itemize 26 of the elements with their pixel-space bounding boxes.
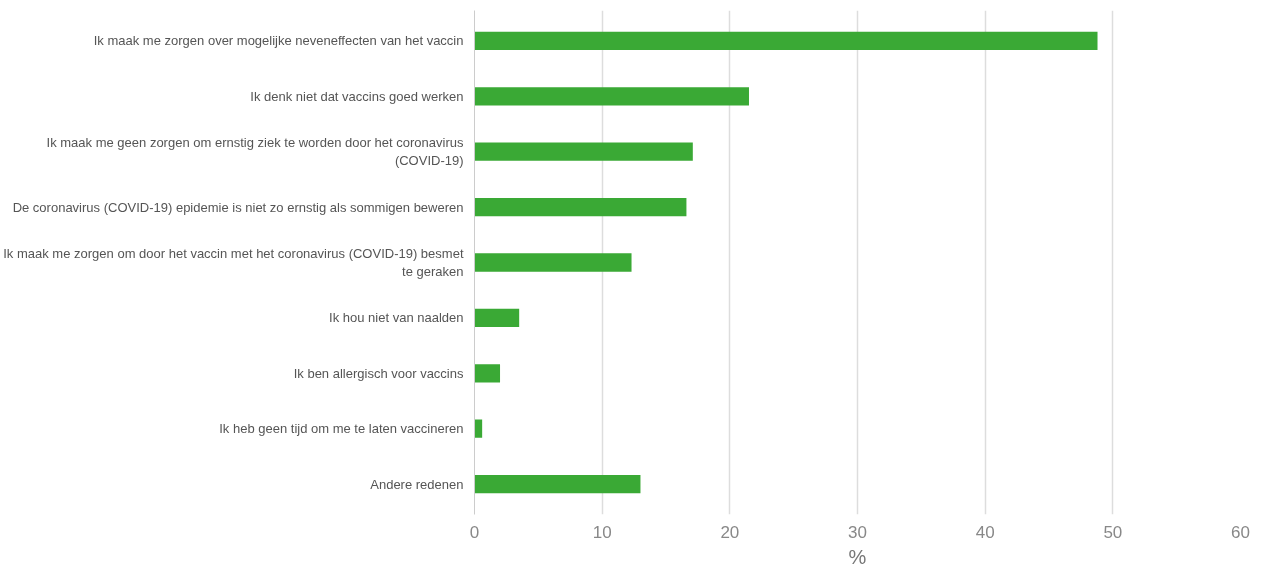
y-tick-label: Ik maak me zorgen over mogelijke neveneffecten van het vaccin [93,33,464,49]
bar [474,197,687,217]
bar [474,308,520,328]
x-tick-label: 30 [848,522,867,542]
bar [474,474,641,494]
y-tick-label: De coronavirus (COVID-19) epidemie is niet zo ernstig als sommigen beweren [12,199,464,215]
bar [474,419,483,438]
y-tick-label: Ik heb geen tijd om me te laten vaccineren [219,421,464,437]
bar [474,87,749,106]
x-tick-label: 40 [975,522,995,542]
y-tick-label: Ik hou niet van naalden [329,310,464,326]
y-tick-label: Ik denk niet dat vaccins goed werken [250,88,464,104]
y-tick-label: Ik maak me zorgen om door het vaccin met het coronavirus (COVID-19) besmet te geraken [3,246,464,279]
bar [474,142,693,161]
x-tick-label: 10 [592,522,612,542]
x-tick-label: 0 [469,522,480,542]
bar [474,364,501,383]
bar [474,253,632,272]
x-axis-title: % [848,545,867,568]
x-tick-label: 20 [720,522,740,542]
bar [474,31,1098,51]
x-tick-label: 60 [1231,522,1250,542]
y-tick-label: Andere redenen [370,476,464,492]
x-tick-label: 50 [1103,522,1123,542]
y-tick-label: Ik ben allergisch voor vaccins [293,365,464,381]
y-tick-label: Ik maak me geen zorgen om ernstig ziek te worden door het coronavirus (COVID-19) [46,135,464,169]
